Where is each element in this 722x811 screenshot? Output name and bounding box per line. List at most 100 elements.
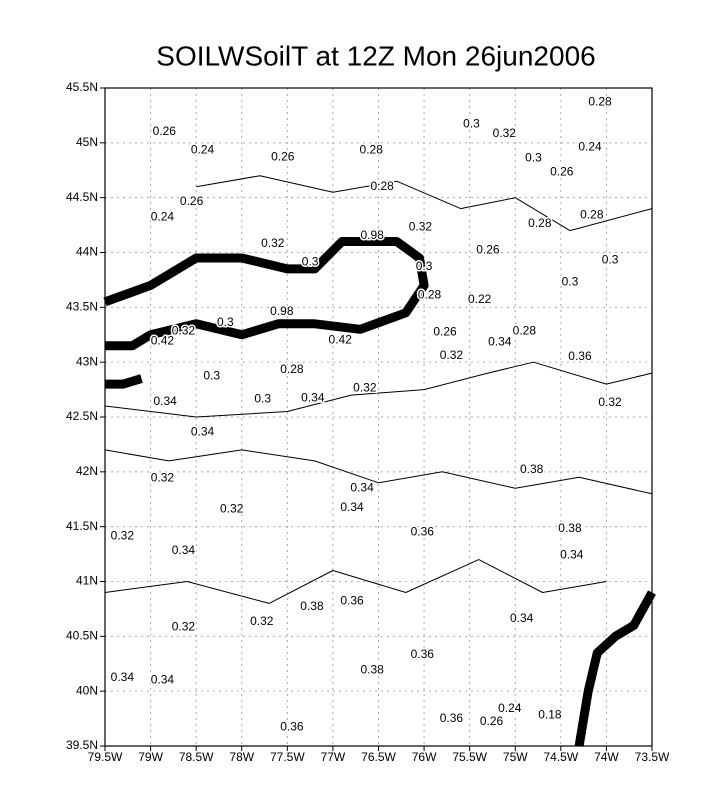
contour-label: 0.32 [111,529,135,543]
contour-label: 0.34 [350,480,374,494]
contour-label: 0.24 [578,139,602,153]
x-tick-label: 77W [321,750,346,764]
contour-label: 0.38 [520,462,544,476]
y-tick-label: 39.5N [66,738,98,752]
y-tick-label: 42.5N [66,409,98,423]
x-tick-label: 76.5W [361,750,396,764]
contour-label: 0.34 [560,547,584,561]
contour-label: 0.3 [562,274,579,288]
contour-label: 0.28 [528,216,552,230]
contour-label: 0.98 [360,228,384,242]
contour-label: 0.42 [151,334,175,348]
contour-label: 0.38 [300,599,324,613]
contour-line [105,374,143,389]
contour-label: 0.38 [360,663,384,677]
contour-line [104,559,607,604]
x-tick-label: 74.5W [543,750,578,764]
contour-label: 0.22 [468,292,492,306]
contour-label: 0.26 [550,165,574,179]
x-tick-label: 73.5W [635,750,670,764]
contour-label: 0.18 [538,707,562,721]
contour-label: 0.3 [602,252,619,266]
contour-label: 0.34 [172,543,196,557]
contour-label: 0.32 [598,395,622,409]
contour-label: 0.28 [370,179,394,193]
contour-label: 0.34 [191,425,215,439]
contour-label: 0.26 [433,325,457,339]
contour-label: 0.26 [480,714,504,728]
contour-label: 0.3 [463,116,480,130]
contour-label: 0.34 [151,672,175,686]
contour-label: 0.42 [329,332,353,346]
contour-label: 0.28 [580,207,604,221]
contour-label: 0.28 [280,362,304,376]
contour-label: 0.36 [280,720,304,734]
contour-label: 0.32 [172,324,196,338]
contour-label: 0.32 [409,219,433,233]
contour-label: 0.32 [172,620,196,634]
contour-label: 0.3 [416,259,433,273]
x-tick-label: 79.5W [88,750,123,764]
contour-label: 0.24 [151,210,175,224]
contour-line [103,237,429,351]
contour-label: 0.32 [151,471,175,485]
y-tick-label: 43N [76,354,98,368]
y-tick-label: 44.5N [66,190,98,204]
contour-label: 0.3 [203,369,220,383]
contour-label: 0.32 [353,381,377,395]
contour-label: 0.34 [340,500,364,514]
contour-label: 0.26 [271,149,295,163]
x-tick-label: 74W [594,750,619,764]
chart-title: SOILWSoilT at 12Z Mon 26jun2006 [156,40,595,71]
contour-label: 0.26 [153,124,177,138]
contour-label: 0.28 [360,143,384,157]
plot-area: 0.260.24 0.26 0.280.280.30.320.240.30.260.… [103,87,656,747]
contour-line [196,175,653,232]
y-tick-label: 44N [76,245,98,259]
contour-label: 0.28 [513,324,537,338]
contour-label: 0.36 [440,711,464,725]
y-tick-label: 43.5N [66,300,98,314]
contour-label: 0.32 [261,236,285,250]
y-tick-label: 45.5N [66,80,98,94]
contour-label: 0.34 [488,335,512,349]
y-tick-label: 41N [76,574,98,588]
contour-label: 0.98 [270,304,294,318]
contour-label: 0.34 [111,670,135,684]
contour-label: 0.32 [493,126,517,140]
contour-label: 0.36 [411,524,435,538]
contour-label: 0.32 [220,501,244,515]
contour-label: 0.24 [191,143,215,157]
contour-label: 0.26 [180,194,204,208]
contour-label: 0.34 [301,391,325,405]
x-tick-label: 76W [412,750,437,764]
x-tick-label: 77.5W [270,750,305,764]
contour-label: 0.3 [302,255,319,269]
contour-label: 0.34 [510,611,534,625]
contour-label: 0.28 [418,287,442,301]
y-tick-label: 40.5N [66,629,98,643]
contour-label: 0.26 [476,242,500,256]
contour-label: 0.3 [254,392,271,406]
x-tick-label: 78W [229,750,254,764]
contour-label: 0.34 [153,394,177,408]
x-tick-label: 75.5W [452,750,487,764]
contour-label: 0.36 [340,593,364,607]
x-tick-label: 79W [138,750,163,764]
contour-label: 0.24 [498,701,522,715]
y-tick-label: 42N [76,464,98,478]
contour-label: 0.36 [411,647,435,661]
y-tick-label: 40N [76,683,98,697]
contour-label: 0.3 [525,150,542,164]
contour-label: 0.28 [588,94,612,108]
contour-line [104,449,653,495]
contour-label: 0.36 [568,349,592,363]
x-tick-label: 78.5W [179,750,214,764]
y-tick-label: 41.5N [66,519,98,533]
contour-label: 0.32 [250,614,274,628]
contour-label: 0.38 [558,521,582,535]
contour-line [574,590,656,747]
contour-line [104,361,653,418]
